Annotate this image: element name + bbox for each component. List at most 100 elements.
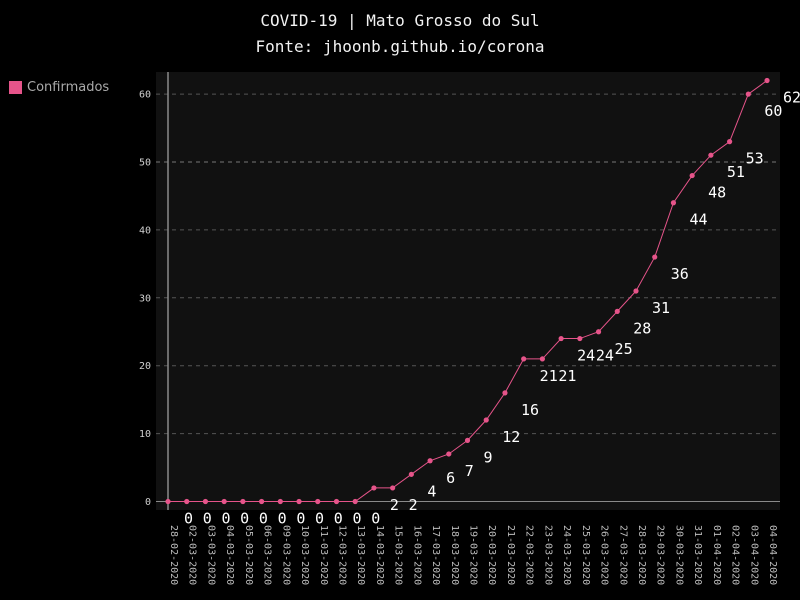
data-point <box>296 498 302 505</box>
data-point <box>352 498 358 505</box>
x-tick-label: 17-03-2020 <box>430 525 441 585</box>
legend-swatch <box>9 81 22 94</box>
x-tick-label: 19-03-2020 <box>468 525 479 585</box>
x-tick-label: 23-03-2020 <box>542 525 553 585</box>
x-tick-label: 05-03-2020 <box>243 525 254 585</box>
data-point <box>708 152 714 158</box>
x-tick-label: 21-03-2020 <box>505 525 516 585</box>
data-point <box>277 498 283 505</box>
data-point <box>670 200 677 206</box>
data-label: 0 <box>334 510 343 528</box>
data-point <box>446 451 452 457</box>
data-label: 24 <box>596 347 614 365</box>
data-point <box>184 498 190 505</box>
data-point <box>652 254 658 260</box>
x-tick-label: 06-03-2020 <box>262 525 273 585</box>
data-point <box>240 498 246 505</box>
data-label: 6 <box>446 469 455 487</box>
data-label: 25 <box>615 340 633 358</box>
y-tick-label-50: 50 <box>139 158 151 169</box>
x-tick-label: 09-03-2020 <box>280 525 291 585</box>
data-point <box>745 91 751 97</box>
data-label: 21 <box>558 367 576 385</box>
data-point <box>165 498 171 505</box>
x-tick-label: 12-03-2020 <box>336 525 347 585</box>
data-label: 7 <box>465 462 474 480</box>
data-point <box>502 390 508 396</box>
legend-label-confirmados: Confirmados <box>27 80 110 95</box>
x-tick-label: 11-03-2020 <box>318 525 329 585</box>
x-tick-label: 30-03-2020 <box>673 525 684 585</box>
x-tick-label: 14-03-2020 <box>374 525 385 585</box>
data-point <box>558 335 564 342</box>
data-label: 4 <box>427 482 436 500</box>
chart-subtitle: Fonte: jhoonb.github.io/corona <box>255 37 545 56</box>
data-label: 0 <box>240 510 249 528</box>
data-label: 0 <box>315 510 324 528</box>
data-label: 36 <box>671 265 689 283</box>
data-label: 0 <box>221 510 230 528</box>
x-tick-label: 04-04-2020 <box>767 525 778 585</box>
data-point <box>427 458 433 464</box>
data-label: 51 <box>727 163 745 181</box>
y-tick-label-10: 10 <box>139 429 151 440</box>
x-tick-label: 10-03-2020 <box>299 525 310 585</box>
data-point <box>614 308 620 314</box>
data-label: 0 <box>296 510 305 528</box>
data-label: 44 <box>689 211 707 229</box>
x-tick-label: 02-04-2020 <box>730 525 741 585</box>
y-tick-label-20: 20 <box>139 361 151 372</box>
data-point <box>315 498 321 505</box>
data-label: 0 <box>203 510 212 528</box>
y-tick-label-30: 30 <box>139 293 151 304</box>
data-label: 24 <box>577 347 595 365</box>
data-point <box>689 172 695 179</box>
data-point <box>259 498 265 505</box>
x-tick-label: 26-03-2020 <box>599 525 610 585</box>
data-label: 0 <box>352 510 361 528</box>
data-point <box>333 498 340 505</box>
x-tick-label: 04-03-2020 <box>224 525 235 585</box>
x-tick-label: 13-03-2020 <box>355 525 366 585</box>
data-label: 31 <box>652 299 670 317</box>
data-label: 0 <box>184 510 193 528</box>
data-point <box>408 471 414 477</box>
data-label: 0 <box>278 510 287 528</box>
y-tick-label-40: 40 <box>139 225 151 236</box>
x-tick-label: 27-03-2020 <box>617 525 628 585</box>
x-tick-label: 29-03-2020 <box>655 525 666 585</box>
data-label: 0 <box>371 510 380 528</box>
x-tick-label: 20-03-2020 <box>486 525 497 585</box>
chart-title: COVID-19 | Mato Grosso do Sul <box>260 11 540 30</box>
data-point <box>390 485 396 491</box>
data-point <box>371 485 377 491</box>
data-point <box>764 77 770 84</box>
data-label: 16 <box>521 401 539 419</box>
data-label: 21 <box>540 367 558 385</box>
data-point <box>727 139 733 145</box>
data-point <box>633 288 639 294</box>
x-tick-label: 16-03-2020 <box>411 525 422 585</box>
data-label: 2 <box>409 496 418 514</box>
data-point <box>595 329 602 335</box>
data-label: 60 <box>764 102 782 120</box>
legend: Confirmados <box>9 80 109 95</box>
data-point <box>521 356 527 362</box>
data-point <box>221 498 227 505</box>
x-tick-label: 31-03-2020 <box>692 525 703 585</box>
data-point <box>577 335 583 342</box>
y-tick-label-0: 0 <box>145 497 151 508</box>
data-point <box>483 417 489 423</box>
data-label: 12 <box>502 428 520 446</box>
x-tick-label: 02-03-2020 <box>187 525 198 585</box>
x-tick-label: 03-04-2020 <box>748 525 759 585</box>
data-label: 9 <box>484 448 493 466</box>
data-point <box>539 356 546 362</box>
plot-area <box>156 72 780 510</box>
data-point <box>464 437 471 443</box>
x-tick-label: 01-04-2020 <box>711 525 722 585</box>
data-label: 28 <box>633 319 651 337</box>
data-label: 0 <box>259 510 268 528</box>
x-tick-label: 25-03-2020 <box>580 525 591 585</box>
